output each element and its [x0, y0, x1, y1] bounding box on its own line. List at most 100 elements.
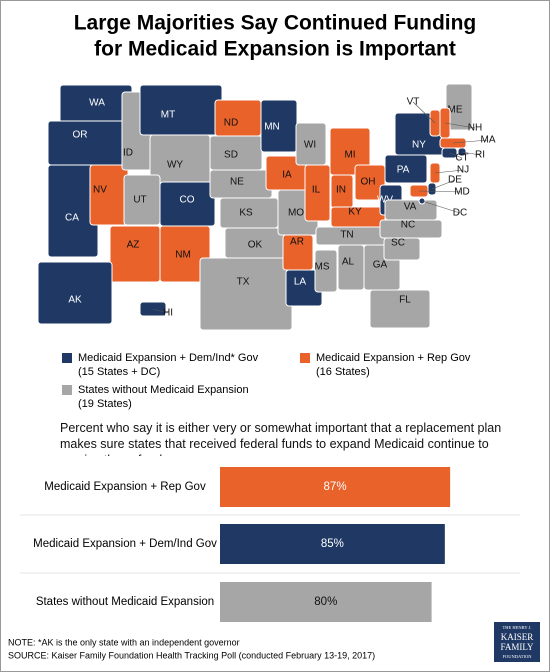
leader-line: [431, 179, 456, 190]
state-label: PA: [397, 165, 410, 176]
state-label: RI: [475, 150, 485, 161]
value-label: 80%: [314, 596, 337, 608]
state-label: OR: [73, 130, 88, 141]
state-label: ND: [224, 118, 238, 129]
state-label: AR: [290, 237, 304, 248]
bar: [220, 582, 432, 622]
state-label: CT: [455, 153, 468, 164]
leader-line: [152, 308, 169, 314]
state-label: IA: [282, 170, 292, 181]
state-label: ID: [123, 148, 133, 159]
state-label: HI: [163, 308, 173, 319]
state-label: UT: [133, 195, 146, 206]
value-label: 85%: [321, 538, 344, 550]
leader-line: [434, 169, 464, 174]
state-label: VA: [404, 202, 417, 213]
state-label: KS: [239, 208, 253, 219]
state-label: AK: [68, 295, 82, 306]
state-label: GA: [373, 260, 388, 271]
leader-line: [452, 139, 489, 144]
state-label: NE: [230, 177, 244, 188]
state-label: DC: [453, 208, 467, 219]
state-label: MA: [481, 135, 496, 146]
leader-line: [449, 152, 463, 159]
legend-note: (19 States): [78, 398, 132, 410]
state-label: DE: [448, 175, 462, 186]
title-line: Large Majorities Say Continued Funding: [74, 12, 477, 35]
legend-label: States without Medicaid Expansion: [78, 384, 249, 396]
state-shape: [383, 237, 421, 261]
state-label: NH: [468, 123, 482, 134]
bar: [220, 467, 451, 507]
state-shape: [139, 84, 223, 136]
legend-label: Medicaid Expansion + Dem/Ind* Gov: [78, 352, 259, 364]
subtitle: Percent who say it is either very or som…: [60, 421, 502, 456]
state-label: MO: [288, 208, 304, 219]
leader-line: [461, 151, 481, 156]
footnote: NOTE: *AK is the only state with an inde…: [8, 637, 240, 647]
leader-line: [412, 101, 436, 124]
state-label: MT: [161, 110, 175, 121]
state-shape: [369, 289, 431, 329]
legend: Medicaid Expansion + Dem/Ind* Gov (15 Sta…: [62, 352, 471, 410]
state-label: FL: [399, 295, 411, 306]
logo-text: FAMILY: [501, 642, 534, 652]
leader-line: [444, 122, 476, 129]
state-shape: [445, 83, 473, 131]
state-shape: [47, 120, 125, 166]
legend-swatch: [62, 385, 72, 395]
state-label: MN: [264, 122, 280, 133]
bar-chart: Medicaid Expansion + Rep Gov 87% Medicaid …: [20, 467, 520, 622]
legend-note: (16 States): [316, 366, 370, 378]
state-shape: [159, 225, 211, 283]
map: WA OR CA NV ID MT WY UT CO AZ NM ND SD NE KS OK TX MN IA MO…: [37, 83, 496, 331]
state-shape: [199, 257, 293, 331]
state-label: AZ: [127, 240, 140, 251]
state-label: IN: [336, 185, 346, 196]
state-label: NY: [412, 140, 426, 151]
state-label: SC: [391, 238, 405, 249]
state-label: NV: [93, 185, 107, 196]
leader-line: [418, 190, 463, 193]
state-label: MD: [454, 187, 470, 198]
footnote: SOURCE: Kaiser Family Foundation Health …: [8, 650, 375, 660]
legend-swatch: [300, 353, 310, 363]
logo-text: KAISER: [501, 632, 534, 642]
state-label: OH: [361, 177, 376, 188]
category-label: Medicaid Expansion + Dem/Ind Gov: [33, 538, 217, 550]
legend-swatch: [62, 353, 72, 363]
state-label: WY: [167, 160, 183, 171]
title-line: for Medicaid Expansion is Important: [94, 38, 456, 61]
state-label: CA: [65, 213, 79, 224]
state-label: WA: [89, 98, 105, 109]
state-label: TX: [237, 277, 250, 288]
legend-note: (15 States + DC): [78, 366, 160, 378]
state-label: NC: [401, 220, 415, 231]
state-label: OK: [248, 240, 263, 251]
state-label: MS: [315, 262, 330, 273]
state-label: VT: [407, 97, 420, 108]
state-shape: [37, 261, 113, 325]
state-label: TN: [340, 230, 353, 241]
category-label: Medicaid Expansion + Rep Gov: [44, 481, 206, 493]
state-label: WI: [304, 140, 316, 151]
state-label: NM: [175, 250, 191, 261]
logo-box: [494, 622, 540, 662]
state-label: LA: [294, 277, 307, 288]
bar: [220, 524, 445, 564]
state-label: KY: [348, 207, 362, 218]
state-label: WV: [377, 195, 393, 206]
state-shape: [314, 249, 338, 293]
leader-line: [421, 200, 461, 214]
state-shape: [304, 164, 331, 222]
state-shape: [109, 225, 161, 283]
state-shape: [354, 164, 386, 201]
state-label: IL: [312, 185, 321, 196]
state-label: MI: [344, 150, 355, 161]
subtitle-box: Percent who say it is either very or som…: [60, 421, 502, 456]
logo-text: THE HENRY J.: [503, 625, 532, 630]
state-label: CO: [180, 195, 195, 206]
legend-label: Medicaid Expansion + Rep Gov: [316, 352, 471, 364]
